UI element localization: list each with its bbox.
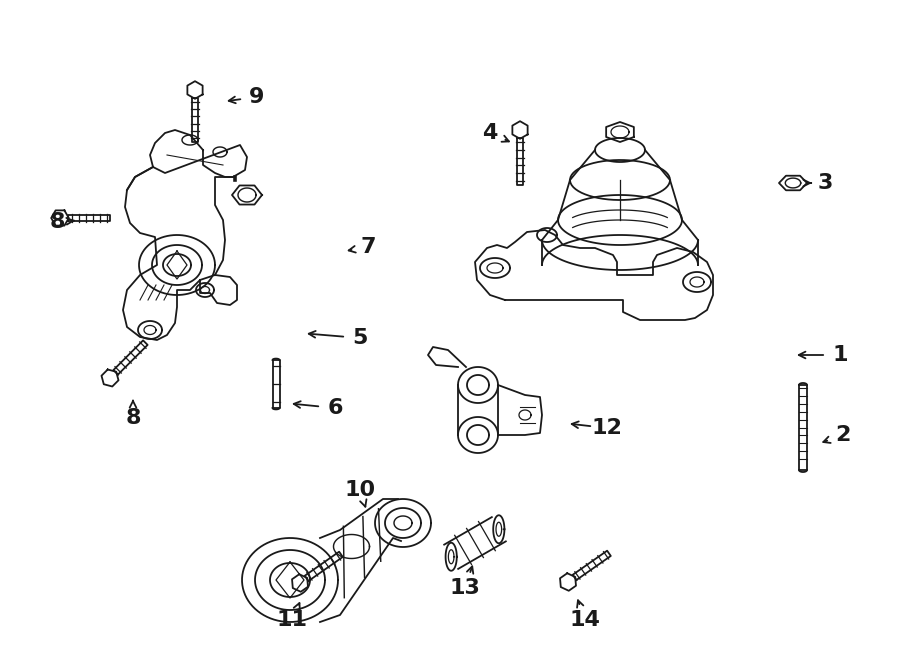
Text: 1: 1	[832, 345, 848, 365]
Text: 5: 5	[352, 328, 368, 348]
Text: 14: 14	[570, 610, 600, 630]
Text: 13: 13	[450, 578, 481, 598]
Text: 8: 8	[125, 408, 140, 428]
Text: 4: 4	[482, 123, 498, 143]
Text: 12: 12	[591, 418, 623, 438]
Text: 7: 7	[360, 237, 376, 257]
Text: 10: 10	[345, 480, 375, 500]
Text: 11: 11	[276, 610, 308, 630]
Text: 6: 6	[328, 398, 343, 418]
Text: 2: 2	[835, 425, 850, 445]
Text: 9: 9	[249, 87, 265, 107]
Text: 3: 3	[817, 173, 833, 193]
Text: 8: 8	[50, 212, 65, 232]
